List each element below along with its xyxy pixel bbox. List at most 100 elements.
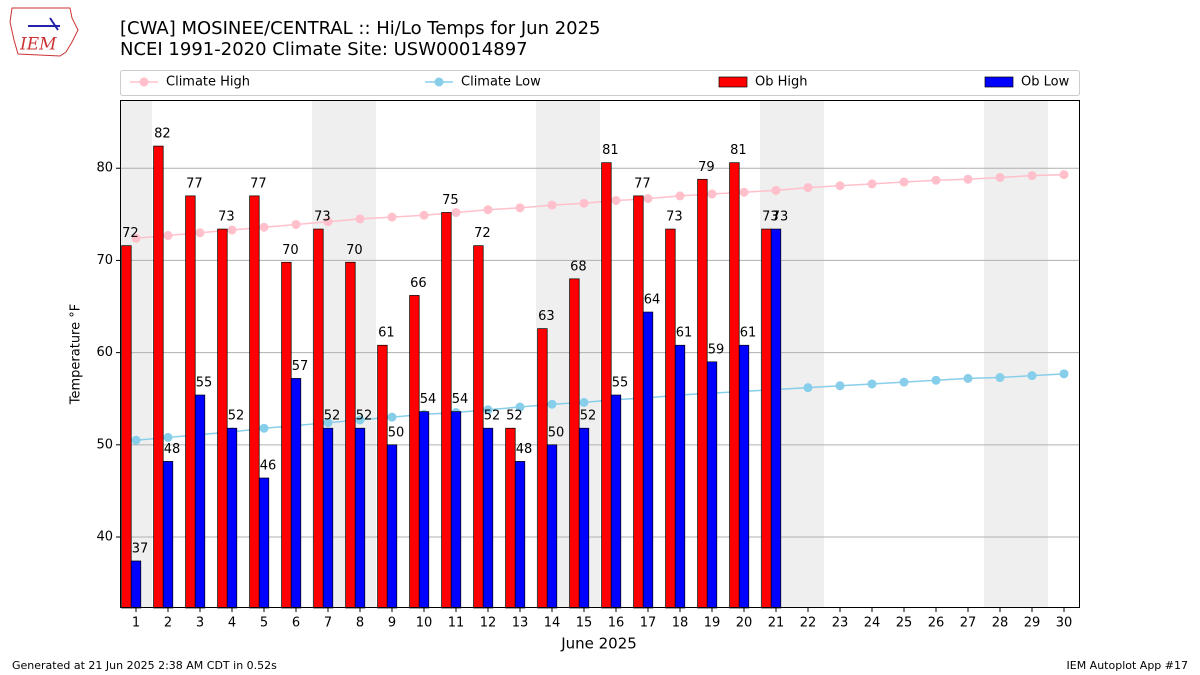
point [451, 207, 461, 217]
bar [345, 261, 356, 609]
data-label: 61 [676, 326, 693, 341]
point [291, 219, 301, 229]
x-tick-label: 30 [1056, 616, 1073, 631]
data-label: 73 [314, 210, 331, 225]
bar [482, 427, 494, 609]
point [259, 222, 269, 232]
bar [601, 162, 612, 609]
x-tick-label: 25 [896, 616, 913, 631]
point [579, 198, 589, 208]
point [867, 379, 877, 389]
point [995, 373, 1005, 383]
data-label: 55 [196, 376, 213, 391]
x-tick-label: 21 [768, 616, 785, 631]
data-label: 77 [634, 176, 651, 191]
bar [249, 195, 260, 609]
bar [313, 228, 324, 609]
point [579, 397, 589, 407]
legend-label: Ob Low [1021, 75, 1070, 90]
data-label: 55 [612, 376, 629, 391]
x-tick-label: 3 [196, 616, 204, 631]
data-label: 52 [484, 409, 501, 424]
data-label: 66 [410, 276, 427, 291]
point [195, 228, 205, 238]
point [131, 435, 141, 445]
point [643, 194, 653, 204]
data-label: 59 [708, 342, 725, 357]
x-tick-label: 24 [864, 616, 881, 631]
y-tick-label: 60 [96, 345, 113, 360]
data-label: 57 [292, 359, 309, 374]
x-tick-label: 19 [704, 616, 721, 631]
footer-right: IEM Autoplot App #17 [1067, 659, 1189, 672]
bar [185, 195, 196, 609]
x-tick-label: 6 [292, 616, 300, 631]
bar [409, 295, 420, 609]
point [547, 200, 557, 210]
data-label: 48 [516, 442, 533, 457]
data-label: 72 [122, 226, 139, 241]
y-axis-label: Temperature °F [69, 304, 84, 405]
bar [130, 560, 142, 609]
data-label: 82 [154, 127, 171, 142]
point [835, 181, 845, 191]
bar [322, 427, 334, 609]
bar [441, 212, 452, 609]
data-label: 79 [698, 160, 715, 175]
point [1059, 170, 1069, 180]
bar [761, 228, 772, 609]
bar [610, 394, 622, 609]
point [355, 214, 365, 224]
bar [450, 411, 462, 609]
bar [770, 228, 782, 609]
bar [546, 444, 558, 609]
x-tick-label: 4 [228, 616, 236, 631]
bar [354, 427, 366, 609]
plot-frame [120, 100, 1080, 608]
weekend-band [984, 100, 1048, 608]
data-label: 50 [548, 425, 565, 440]
data-label: 64 [644, 293, 661, 308]
bar [121, 245, 132, 609]
point [835, 381, 845, 391]
point [387, 212, 397, 222]
data-label: 77 [250, 176, 267, 191]
x-tick-label: 7 [324, 616, 332, 631]
bar [729, 162, 740, 609]
point [483, 405, 493, 415]
bar [706, 361, 718, 609]
data-label: 52 [324, 409, 341, 424]
point [963, 373, 973, 383]
point [131, 233, 141, 243]
bar [377, 344, 388, 609]
x-tick-label: 18 [672, 616, 689, 631]
bar [194, 394, 206, 609]
data-label: 54 [452, 392, 469, 407]
bar [633, 195, 644, 609]
x-tick-label: 9 [388, 616, 396, 631]
bar [386, 444, 398, 609]
point [867, 179, 877, 189]
data-label: 52 [580, 409, 597, 424]
point [803, 383, 813, 393]
logo-outline [9, 7, 79, 57]
data-label: 61 [740, 326, 757, 341]
data-label: 63 [538, 309, 555, 324]
bar [290, 378, 302, 609]
data-label: 46 [260, 459, 277, 474]
x-tick-label: 2 [164, 616, 172, 631]
point [1027, 371, 1037, 381]
data-label: 75 [442, 193, 459, 208]
data-label: 70 [346, 243, 363, 258]
data-label: 73 [762, 210, 779, 225]
bar [226, 427, 238, 609]
bar [505, 427, 516, 609]
y-tick-label: 50 [96, 437, 113, 452]
y-tick-label: 80 [96, 161, 113, 176]
bar [281, 261, 292, 609]
point [899, 377, 909, 387]
x-tick-label: 14 [544, 616, 561, 631]
point [1059, 369, 1069, 379]
x-tick-label: 29 [1024, 616, 1041, 631]
